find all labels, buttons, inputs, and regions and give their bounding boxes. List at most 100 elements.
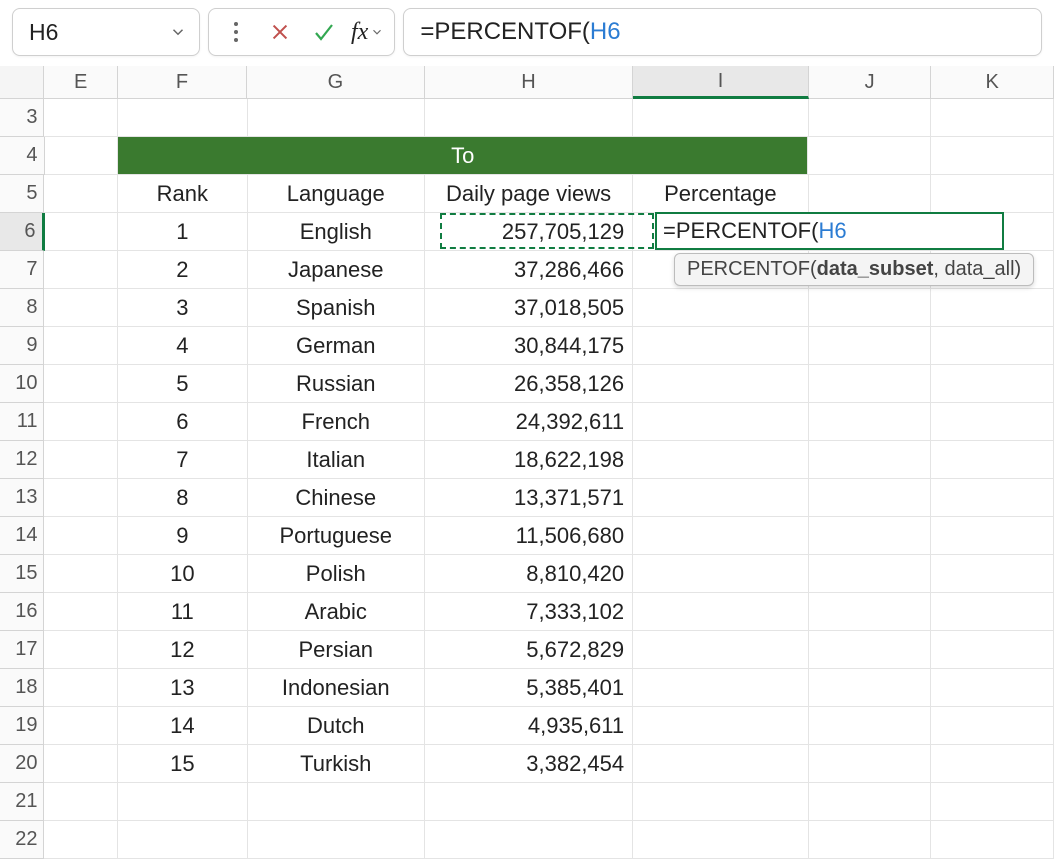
- cell-K15[interactable]: [931, 555, 1054, 593]
- cell-J3[interactable]: [809, 99, 932, 137]
- cell-I21[interactable]: [633, 783, 809, 821]
- cell-J12[interactable]: [809, 441, 932, 479]
- cell-E16[interactable]: [44, 593, 118, 631]
- cell-K14[interactable]: [931, 517, 1054, 555]
- cell-G17[interactable]: Persian: [248, 631, 425, 669]
- cell-K13[interactable]: [931, 479, 1054, 517]
- cell-H18[interactable]: 5,385,401: [425, 669, 633, 707]
- fx-button[interactable]: fx: [351, 15, 384, 49]
- row-header-5[interactable]: 5: [0, 175, 44, 213]
- cell-G8[interactable]: Spanish: [248, 289, 425, 327]
- cell-J16[interactable]: [809, 593, 932, 631]
- cell-H22[interactable]: [425, 821, 633, 859]
- column-header-K[interactable]: K: [931, 66, 1054, 99]
- cell-I10[interactable]: [633, 365, 809, 403]
- cell-K19[interactable]: [931, 707, 1054, 745]
- cell-F18[interactable]: 13: [118, 669, 247, 707]
- select-all-corner[interactable]: [0, 66, 44, 99]
- cell-I11[interactable]: [633, 403, 809, 441]
- cell-I3[interactable]: [633, 99, 809, 137]
- cell-J4[interactable]: [808, 137, 931, 175]
- confirm-button[interactable]: [307, 15, 341, 49]
- row-header-16[interactable]: 16: [0, 593, 44, 631]
- cell-E10[interactable]: [44, 365, 118, 403]
- row-header-9[interactable]: 9: [0, 327, 44, 365]
- cell-I22[interactable]: [633, 821, 809, 859]
- cell-K18[interactable]: [931, 669, 1054, 707]
- cell-F15[interactable]: 10: [118, 555, 247, 593]
- row-header-14[interactable]: 14: [0, 517, 44, 555]
- cell-F12[interactable]: 7: [118, 441, 247, 479]
- cell-K21[interactable]: [931, 783, 1054, 821]
- cell-F14[interactable]: 9: [118, 517, 247, 555]
- cell-E9[interactable]: [44, 327, 118, 365]
- row-header-3[interactable]: 3: [0, 99, 44, 137]
- row-header-20[interactable]: 20: [0, 745, 44, 783]
- cell-G9[interactable]: German: [248, 327, 425, 365]
- cell-J19[interactable]: [809, 707, 932, 745]
- cell-H15[interactable]: 8,810,420: [425, 555, 633, 593]
- cell-G21[interactable]: [248, 783, 425, 821]
- cell-G6[interactable]: English: [248, 213, 425, 251]
- cell-G15[interactable]: Polish: [248, 555, 425, 593]
- name-box[interactable]: H6: [12, 8, 200, 56]
- cell-G7[interactable]: Japanese: [248, 251, 425, 289]
- cancel-button[interactable]: [263, 15, 297, 49]
- cell-E12[interactable]: [44, 441, 118, 479]
- cell-E13[interactable]: [44, 479, 118, 517]
- cell-E22[interactable]: [44, 821, 118, 859]
- cell-I8[interactable]: [633, 289, 809, 327]
- cell-G22[interactable]: [248, 821, 425, 859]
- cell-I9[interactable]: [633, 327, 809, 365]
- cell-E15[interactable]: [44, 555, 118, 593]
- cell-I19[interactable]: [633, 707, 809, 745]
- row-header-13[interactable]: 13: [0, 479, 44, 517]
- cell-H6[interactable]: 257,705,129: [425, 213, 633, 251]
- cell-E3[interactable]: [44, 99, 118, 137]
- cell-K6[interactable]: [931, 213, 1054, 251]
- cell-E18[interactable]: [44, 669, 118, 707]
- cell-G3[interactable]: [248, 99, 425, 137]
- cell-I12[interactable]: [633, 441, 809, 479]
- cell-F6[interactable]: 1: [118, 213, 247, 251]
- row-header-11[interactable]: 11: [0, 403, 44, 441]
- cell-E11[interactable]: [44, 403, 118, 441]
- cell-F7[interactable]: 2: [118, 251, 247, 289]
- cell-F5[interactable]: Rank: [118, 175, 247, 213]
- cell-K12[interactable]: [931, 441, 1054, 479]
- cell-G5[interactable]: Language: [248, 175, 425, 213]
- cell-J11[interactable]: [809, 403, 932, 441]
- row-header-18[interactable]: 18: [0, 669, 44, 707]
- cell-F22[interactable]: [118, 821, 247, 859]
- row-header-15[interactable]: 15: [0, 555, 44, 593]
- cell-G20[interactable]: Turkish: [248, 745, 425, 783]
- column-header-J[interactable]: J: [809, 66, 932, 99]
- cell-K5[interactable]: [931, 175, 1054, 213]
- cell-F10[interactable]: 5: [118, 365, 247, 403]
- cell-J18[interactable]: [809, 669, 932, 707]
- row-header-21[interactable]: 21: [0, 783, 44, 821]
- cell-H9[interactable]: 30,844,175: [425, 327, 633, 365]
- cell-H13[interactable]: 13,371,571: [425, 479, 633, 517]
- cell-F19[interactable]: 14: [118, 707, 247, 745]
- column-header-E[interactable]: E: [44, 66, 117, 99]
- cell-E17[interactable]: [44, 631, 118, 669]
- cell-K20[interactable]: [931, 745, 1054, 783]
- cell-G19[interactable]: Dutch: [248, 707, 425, 745]
- cell-F20[interactable]: 15: [118, 745, 247, 783]
- cell-I5[interactable]: Percentage: [633, 175, 809, 213]
- cell-E7[interactable]: [44, 251, 118, 289]
- column-header-H[interactable]: H: [425, 66, 633, 99]
- row-header-22[interactable]: 22: [0, 821, 44, 859]
- cell-F17[interactable]: 12: [118, 631, 247, 669]
- column-header-G[interactable]: G: [247, 66, 425, 99]
- cell-I15[interactable]: [633, 555, 809, 593]
- cell-K4[interactable]: [931, 137, 1054, 175]
- cell-J13[interactable]: [809, 479, 932, 517]
- function-tooltip[interactable]: PERCENTOF(data_subset, data_all): [674, 253, 1034, 286]
- cell-I16[interactable]: [633, 593, 809, 631]
- cell-H10[interactable]: 26,358,126: [425, 365, 633, 403]
- cell-G18[interactable]: Indonesian: [248, 669, 425, 707]
- formula-input[interactable]: =PERCENTOF(H6: [403, 8, 1042, 56]
- cell-G16[interactable]: Arabic: [248, 593, 425, 631]
